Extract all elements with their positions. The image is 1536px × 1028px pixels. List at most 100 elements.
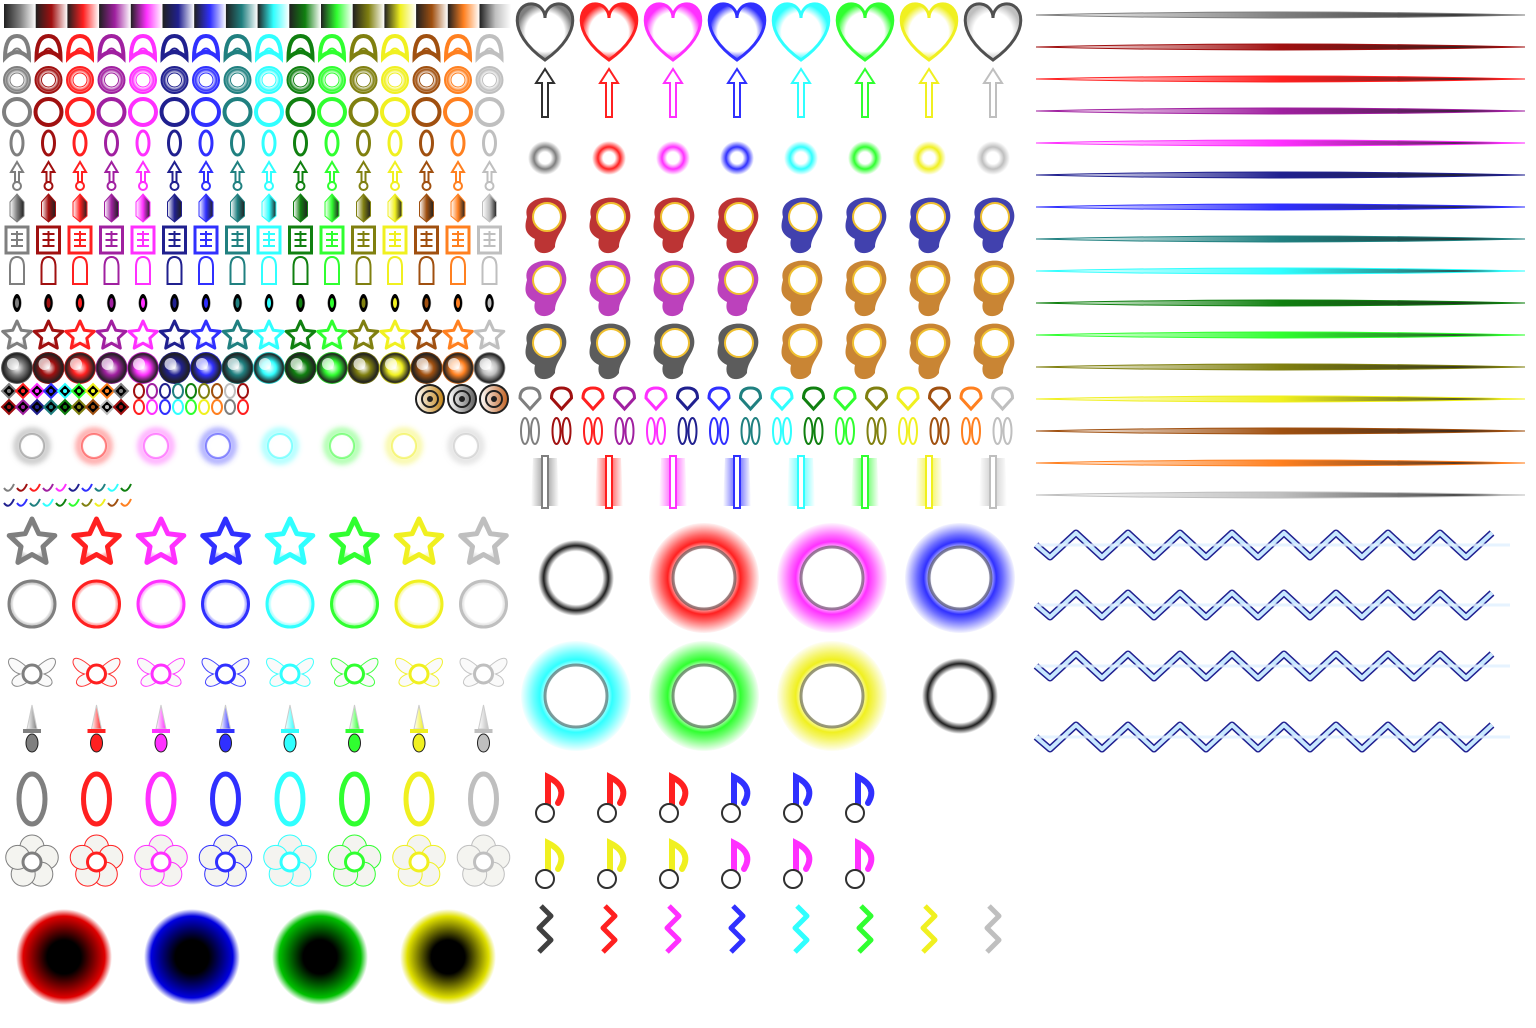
laser-beam-icon <box>1035 427 1526 435</box>
seed-bullet-icon <box>230 291 245 315</box>
music-note-icon <box>597 772 627 823</box>
seed-bullet-icon <box>451 291 465 315</box>
star-bullet-icon <box>135 516 187 565</box>
ring-bullet-icon <box>128 97 158 127</box>
long-arrow-icon <box>534 67 556 118</box>
crystal-bullet-icon <box>356 193 371 223</box>
flame-bullet-icon <box>717 323 759 380</box>
flame-bullet-icon <box>781 197 823 254</box>
rice-pair-icon <box>866 417 877 445</box>
mini-ring-icon <box>185 383 197 399</box>
crystal-bullet-icon <box>450 193 466 223</box>
mini-arc-icon <box>3 483 15 492</box>
capsule-bullet-icon <box>481 255 498 285</box>
arrowhead-bullet-icon <box>254 33 284 63</box>
butterfly-bullet-icon <box>459 657 508 687</box>
talisman-bullet-icon <box>351 225 376 255</box>
glow-ring-icon <box>777 523 887 633</box>
talisman-bullet-icon <box>67 225 93 255</box>
arrow-bullet-icon <box>261 160 277 191</box>
mini-ring-icon <box>237 383 249 399</box>
arrowhead-bullet-icon <box>443 33 473 63</box>
rice-pair-icon <box>709 417 719 445</box>
capsule-bullet-icon <box>229 255 246 285</box>
flower-bullet-icon <box>5 834 59 887</box>
arrowhead-bullet-row <box>2 33 504 63</box>
long-arrow-icon <box>854 67 876 118</box>
ring-bullet-icon <box>97 66 126 94</box>
crystal-bullet-icon <box>41 193 56 223</box>
talisman-bullet-icon <box>193 225 219 255</box>
glow-dot-icon <box>656 141 690 175</box>
laser-beam-icon <box>1035 395 1526 403</box>
flame-bullet-icon <box>781 323 823 380</box>
orb-bullet-icon <box>253 352 285 384</box>
flower-bullet-icon <box>263 834 317 887</box>
music-note-icon <box>535 772 565 823</box>
arrow-bullet-icon <box>135 160 151 191</box>
rice-bullet-icon <box>419 129 434 157</box>
rice-bullet-icon <box>135 129 151 157</box>
crystal-bullet-icon <box>198 193 214 223</box>
talisman-bullet-icon <box>256 225 282 255</box>
talisman-bullet-icon <box>288 225 313 255</box>
orb-bullet-icon <box>379 352 411 384</box>
rice-bullet-icon <box>230 129 245 157</box>
burst-bullet-icon <box>448 428 484 464</box>
ring-bullet-icon <box>65 97 95 127</box>
oval-bullet-icon <box>210 771 241 827</box>
ring-bullet-icon <box>192 66 220 94</box>
mini-ring-icon <box>159 383 171 399</box>
laser-beam-icon <box>1035 363 1526 371</box>
laser-column <box>1035 11 1526 499</box>
ring-bullet-row-a <box>3 66 504 94</box>
glow-dot-icon <box>720 141 754 175</box>
star-bullet-icon <box>329 516 380 565</box>
big-ring-row <box>7 579 508 629</box>
star-bullet-icon <box>221 319 254 350</box>
mini-arc-icon <box>29 483 41 492</box>
burst-bullet-icon <box>76 428 112 464</box>
ring-bullet-row-b <box>2 97 505 127</box>
mini-arc-icon <box>94 483 106 492</box>
arrow-bullet-icon <box>481 160 498 191</box>
rice-bullet-icon <box>41 129 56 157</box>
heart-bullet-icon <box>707 2 767 62</box>
arrowhead-bullet-icon <box>412 33 441 63</box>
crystal-bullet-icon <box>261 193 277 223</box>
capsule-bullet-icon <box>166 255 183 285</box>
laser-beam-icon <box>1035 139 1526 147</box>
glow-burst-row <box>14 428 484 464</box>
arrow-bullet-icon <box>387 160 403 191</box>
knife-bullet-icon <box>87 704 106 753</box>
heart-bullet-icon <box>963 2 1023 62</box>
oval-bullet-icon <box>339 771 370 827</box>
mini-arc-icon <box>94 498 106 507</box>
mini-ring-icon <box>133 383 145 399</box>
mini-ring-icon <box>146 383 158 399</box>
arrow-bullet-icon <box>166 160 183 191</box>
laser-beam-icon <box>1035 459 1526 467</box>
ring-bullet-icon <box>136 579 186 629</box>
ring-bullet-icon <box>265 579 315 629</box>
mini-arc-icon <box>55 498 67 507</box>
ring-bullet-icon <box>254 97 284 127</box>
flower-bullet-icon <box>69 834 124 887</box>
drop-bullet-icon <box>675 386 700 412</box>
ring-bullet-icon <box>394 579 444 629</box>
seed-bullet-icon <box>262 291 276 315</box>
mini-arc-icon <box>120 483 132 492</box>
arrowhead-bullet-icon <box>65 33 95 63</box>
mini-ring-icon <box>198 383 210 399</box>
ring-bullet-icon <box>96 97 127 127</box>
arrowhead-bullet-icon <box>128 33 158 63</box>
big-star-row <box>6 516 509 565</box>
coin-row <box>415 384 509 414</box>
capsule-bullet-icon <box>261 255 277 285</box>
flame-bullet-icon <box>525 197 567 254</box>
oval-bullet-icon <box>274 771 306 827</box>
burst-bullet-icon <box>324 428 360 464</box>
knife-bullet-icon <box>281 704 299 753</box>
crystal-bullet-row <box>9 193 497 223</box>
ring-bullet-icon <box>159 97 190 127</box>
